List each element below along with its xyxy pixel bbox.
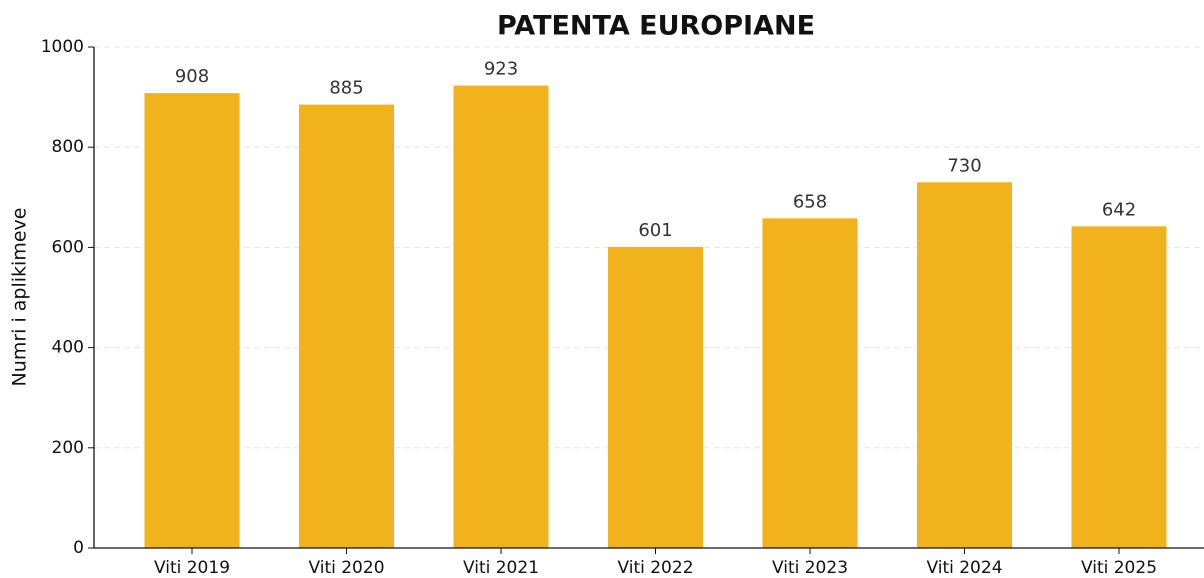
x-tick-label: Viti 2021 [463,558,539,578]
data-label: 908 [175,66,209,87]
chart-title: PATENTA EUROPIANE [497,11,815,42]
y-tick-label: 0 [73,538,84,558]
x-tick-label: Viti 2022 [617,558,693,578]
bar [917,182,1012,548]
data-label: 923 [484,59,518,80]
y-tick-label: 1000 [41,37,84,57]
bar [762,218,858,549]
bar [1071,226,1167,548]
data-label: 601 [638,220,672,241]
data-label: 658 [793,191,827,212]
y-tick-label: 400 [52,338,84,358]
x-tick-label: Viti 2019 [154,558,230,578]
data-label: 642 [1102,199,1136,220]
y-tick-label: 800 [52,137,84,157]
data-label: 730 [947,155,981,176]
x-tick-label: Viti 2023 [772,558,848,578]
bar [608,246,703,549]
bar [453,85,549,549]
x-tick-label: Viti 2020 [308,558,384,578]
data-label: 885 [329,78,363,99]
y-tick-label: 200 [52,438,84,458]
y-axis-label: Numri i aplikimeve [9,208,31,387]
bar [299,104,394,549]
x-tick-label: Viti 2025 [1081,558,1157,578]
y-tick-label: 600 [52,237,84,257]
bar [144,93,240,548]
x-tick-label: Viti 2024 [926,558,1002,578]
